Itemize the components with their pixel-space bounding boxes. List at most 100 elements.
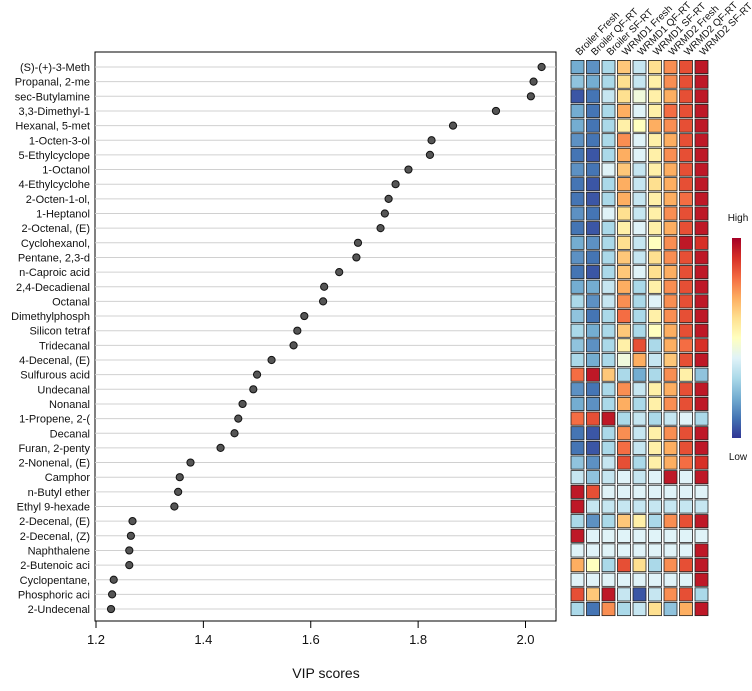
heatmap-cell (632, 250, 647, 265)
heatmap-cell (663, 602, 678, 617)
vip-point (238, 399, 247, 409)
heatmap-cell (586, 352, 600, 367)
heatmap-cell (663, 396, 678, 411)
heatmap-cell (694, 587, 709, 602)
heatmap-cell (679, 455, 693, 470)
heatmap-cell (648, 352, 662, 367)
heatmap-cell (586, 177, 600, 192)
heatmap-cell (663, 323, 678, 338)
heatmap-cell (648, 528, 662, 543)
vip-point (234, 414, 243, 423)
heatmap-cell (570, 382, 585, 397)
heatmap-cell (601, 235, 616, 250)
x-tick-label: 2.0 (516, 632, 534, 647)
heatmap-cell (570, 118, 585, 133)
heatmap-cell (679, 470, 693, 485)
vip-point (267, 355, 276, 365)
heatmap-cell (694, 294, 709, 309)
heatmap-cell (570, 133, 585, 148)
heatmap-cell (663, 528, 678, 543)
compound-label: 2-Octenal, (E) (22, 223, 90, 235)
heatmap-cell (663, 309, 678, 324)
vip-point (380, 209, 389, 218)
heatmap-cell (617, 294, 631, 309)
heatmap-cell (663, 133, 678, 148)
compound-label: 1-Octen-3-ol (29, 135, 90, 147)
heatmap-cell (601, 499, 616, 514)
heatmap-cell (601, 294, 616, 309)
heatmap-cell (632, 426, 647, 441)
heatmap-cell (663, 60, 678, 75)
heatmap-cell (632, 118, 647, 133)
compound-label: 4-Decenal, (E) (19, 355, 90, 367)
heatmap-cell (617, 74, 631, 89)
vip-point (252, 370, 262, 379)
heatmap-cell (601, 118, 616, 133)
heatmap-cell (570, 484, 585, 499)
heatmap-cell (570, 265, 585, 280)
heatmap-cell (601, 484, 616, 499)
heatmap-cell (586, 572, 600, 587)
heatmap-cell (586, 587, 600, 602)
heatmap-cell (679, 602, 693, 617)
heatmap-cell (648, 279, 662, 294)
heatmap-cell (617, 602, 631, 617)
heatmap-cell (648, 396, 662, 411)
x-axis: 1.2 1.4 1.6 1.8 2.0 (87, 620, 535, 647)
heatmap-cell (586, 514, 600, 529)
vip-point (186, 458, 195, 467)
color-legend: High Low (728, 213, 749, 463)
heatmap-cell (694, 206, 709, 221)
heatmap-cell (694, 426, 709, 441)
heatmap-cell (679, 162, 693, 177)
heatmap-cell (570, 294, 585, 309)
heatmap-cell (679, 338, 693, 353)
heatmap-cell (648, 558, 662, 573)
heatmap-cell (586, 426, 600, 441)
heatmap-cell (601, 587, 616, 602)
heatmap-cell (586, 455, 600, 470)
heatmap-cell (632, 455, 647, 470)
compound-label: Tridecanal (39, 340, 90, 352)
heatmap-cell (570, 323, 585, 338)
heatmap-cell (586, 60, 600, 75)
heatmap-cell (617, 411, 631, 426)
heatmap-cell (663, 499, 678, 514)
compound-label: 5-Ethylcyclope (18, 150, 90, 162)
heatmap-cell (617, 60, 631, 75)
heatmap-cell (663, 265, 678, 280)
heatmap-cell (601, 221, 616, 236)
heatmap-cell (663, 543, 678, 558)
vip-point (175, 473, 184, 482)
heatmap-cell (570, 514, 585, 529)
compound-label: 1-Propene, 2-( (19, 414, 90, 426)
heatmap-cell (694, 309, 709, 324)
heatmap-cell (601, 352, 616, 367)
heatmap-cell (570, 499, 585, 514)
heatmap-cell (694, 279, 709, 294)
heatmap-cell (570, 396, 585, 411)
heatmap-cell (648, 367, 662, 382)
compound-label: Nonanal (49, 399, 90, 411)
heatmap-cell (648, 206, 662, 221)
heatmap-cell (679, 235, 693, 250)
compound-label: 2-Undecenal (28, 604, 90, 616)
heatmap-cell (663, 338, 678, 353)
heatmap-cell (586, 396, 600, 411)
heatmap-cell (601, 191, 616, 206)
heatmap-cell (586, 147, 600, 162)
heatmap-cell (570, 279, 585, 294)
heatmap-cell (601, 309, 616, 324)
heatmap-cell (694, 514, 709, 529)
vip-point (384, 194, 393, 203)
heatmap-cell (694, 103, 709, 118)
heatmap-cell (617, 147, 631, 162)
heatmap-cell (648, 499, 662, 514)
heatmap-cell (586, 206, 600, 221)
heatmap-cell (694, 147, 709, 162)
heatmap-cell (663, 206, 678, 221)
heatmap-cell (586, 74, 600, 89)
heatmap-cell (663, 587, 678, 602)
